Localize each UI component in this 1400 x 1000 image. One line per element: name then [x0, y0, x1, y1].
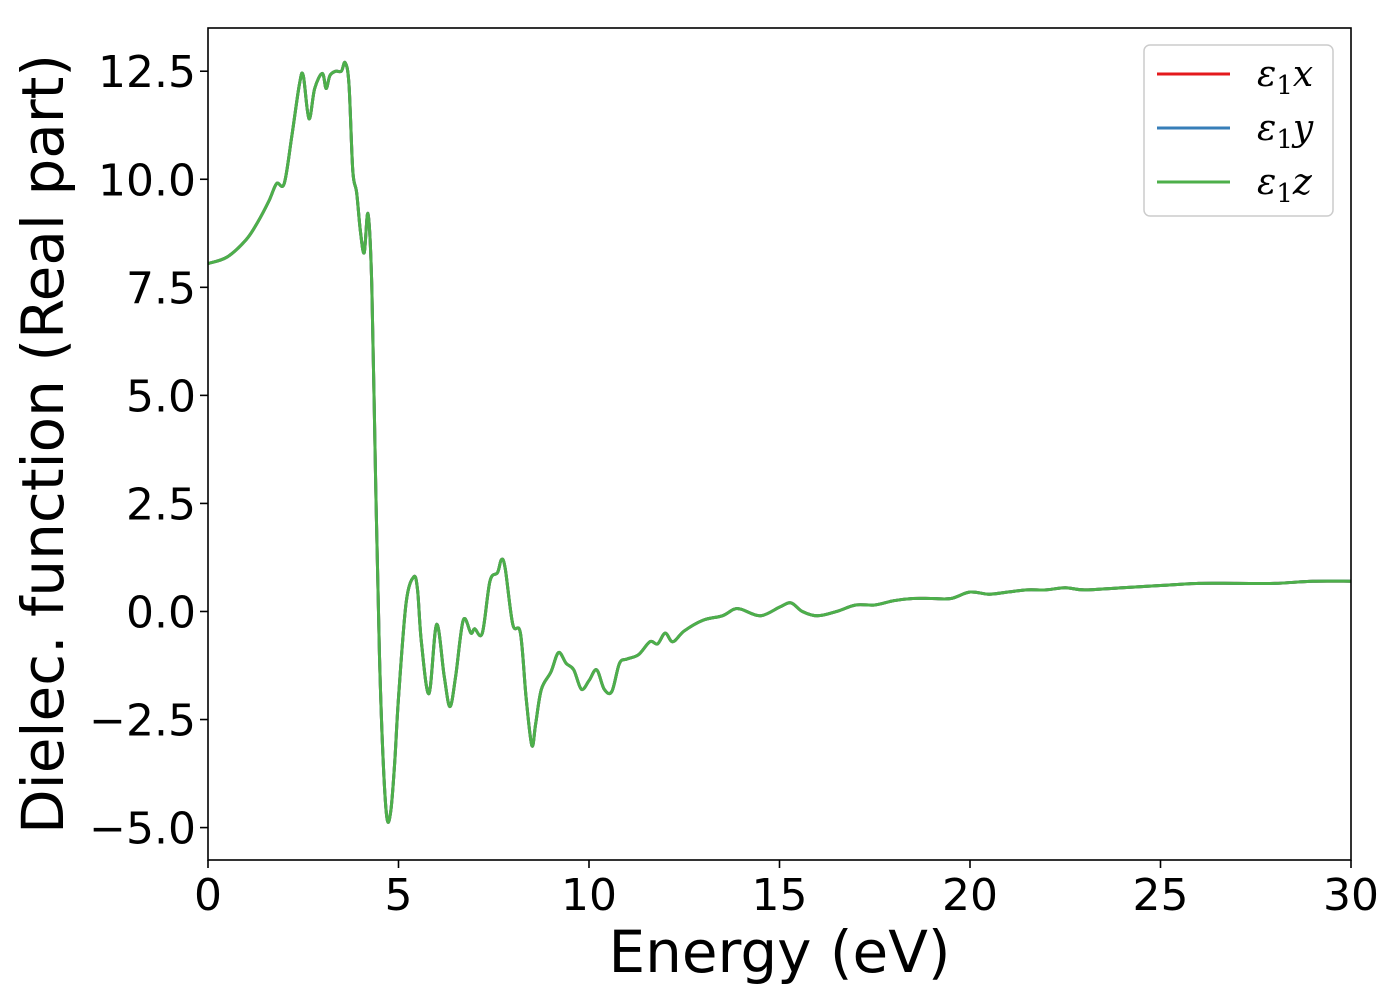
x-tick-label: 10 [561, 870, 617, 921]
legend-box [1143, 44, 1334, 217]
y-tick-label: 0.0 [126, 587, 196, 638]
legend-label-3: ε1z [1257, 162, 1313, 209]
x-tick-label: 0 [194, 870, 222, 921]
y-tick-label: 2.5 [126, 479, 196, 530]
series-layer [208, 60, 1351, 824]
y-tick-label: 10.0 [98, 155, 196, 206]
legend-label-2: ε1y [1257, 108, 1314, 155]
x-tick-label: 5 [385, 870, 413, 921]
y-tick-label: −2.5 [89, 696, 196, 747]
x-tick-label: 30 [1323, 870, 1379, 921]
x-tick-label: 25 [1133, 870, 1189, 921]
x-tick-label: 20 [942, 870, 998, 921]
y-axis: −5.0 −2.5 0.0 2.5 5.0 7.5 10.0 12.5 [89, 47, 208, 855]
y-tick-label: 12.5 [98, 47, 196, 98]
legend: ε1x ε1y ε1z [1143, 44, 1334, 217]
y-tick-label: −5.0 [89, 804, 196, 855]
y-tick-label: 7.5 [126, 263, 196, 314]
legend-label-1: ε1x [1257, 54, 1313, 101]
x-tick-label: 15 [752, 870, 808, 921]
y-axis-label: Dielec. function (Real part) [9, 54, 77, 834]
y-tick-label: 5.0 [126, 371, 196, 422]
x-axis: 0 5 10 15 20 25 30 [194, 860, 1379, 921]
x-axis-label: Energy (eV) [608, 918, 950, 986]
series-line-3 [208, 60, 1351, 824]
